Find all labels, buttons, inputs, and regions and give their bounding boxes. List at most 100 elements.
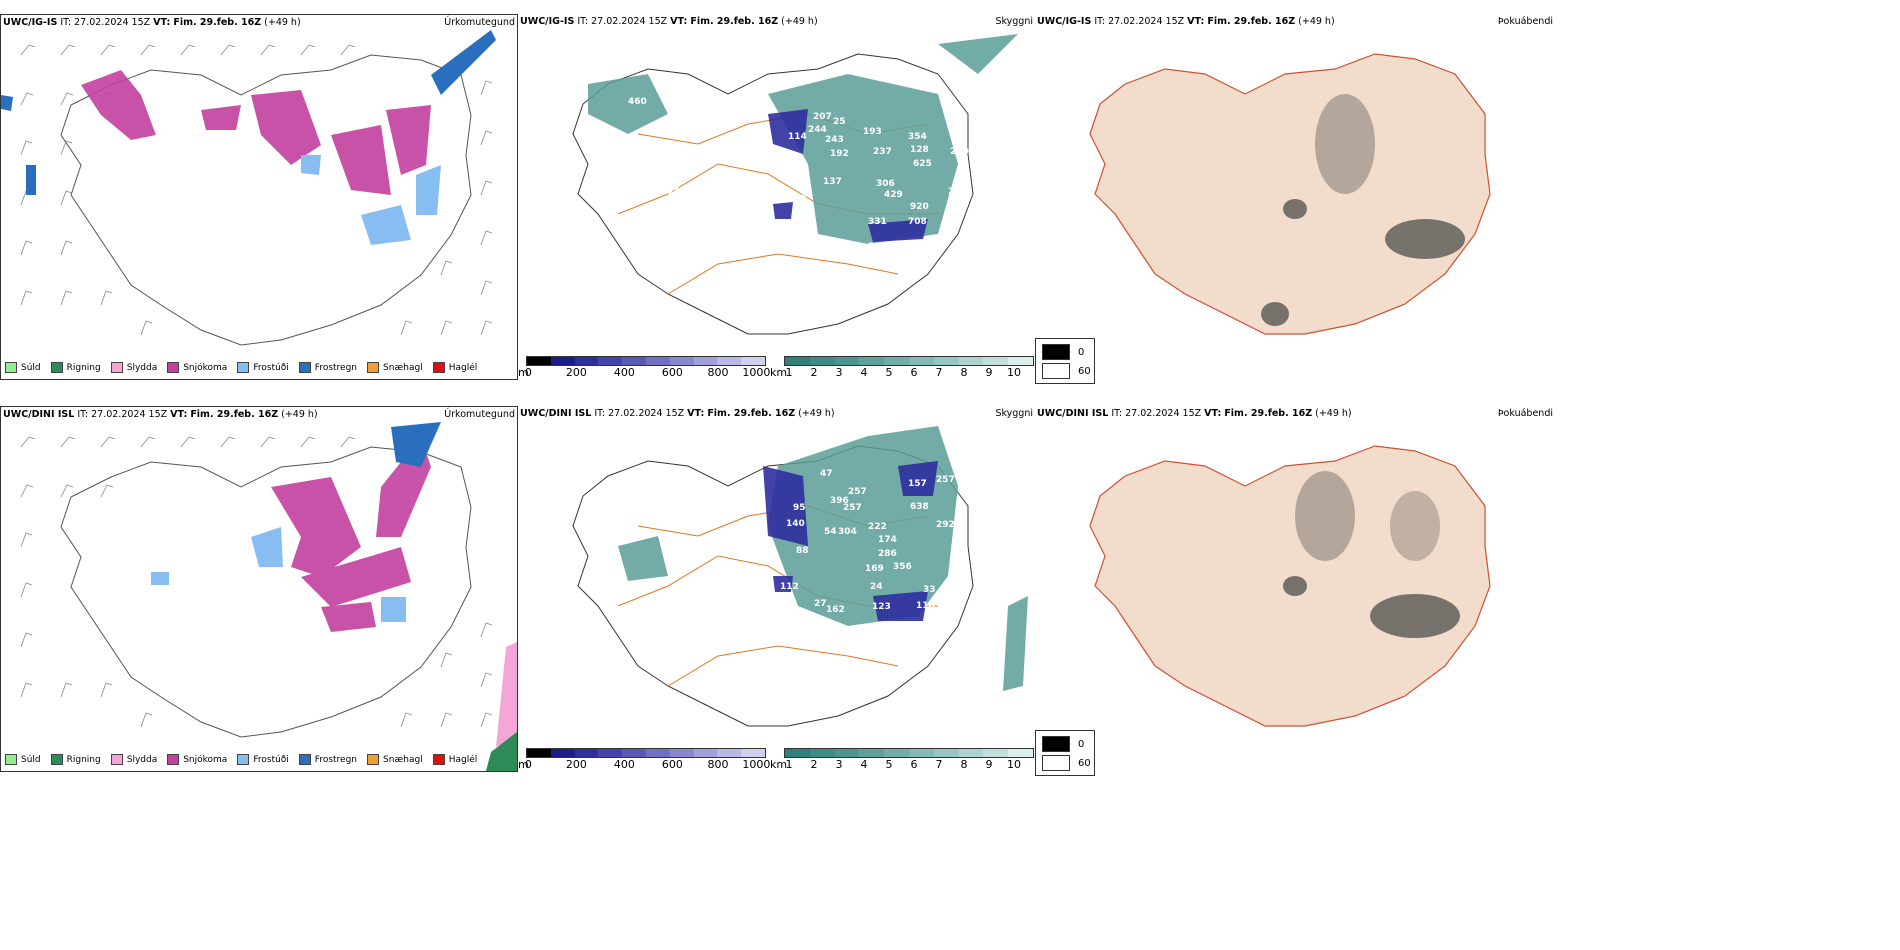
precip-panel-row1: UWC/IG-IS IT: 27.02.2024 15Z VT: Fim. 29…: [0, 14, 518, 380]
low-ceiling-areas: [763, 461, 938, 621]
visibility-value-label: 95: [793, 503, 806, 513]
precip-legend-row1: Súld Rigning Slydda Snjókoma Frostúði Fr…: [5, 362, 477, 373]
visibility-value-label: 54: [824, 527, 837, 537]
vis-bar: [784, 748, 1034, 758]
ceiling-bar: [526, 356, 766, 366]
visibility-value-label: 65: [586, 122, 599, 132]
low-ceiling-areas: [768, 109, 928, 242]
legend-item: Rigning: [50, 362, 101, 373]
legend-swatch: [167, 362, 180, 373]
visibility-value-label: 708: [908, 217, 927, 227]
freezing-drizzle-areas: [151, 527, 406, 622]
visibility-value-label: 286: [878, 549, 897, 559]
legend-item: Frostúði: [237, 362, 289, 373]
legend-item: Haglél: [432, 362, 477, 373]
legend-item: Rigning: [50, 754, 101, 765]
legend-item: Frostregn: [298, 754, 357, 765]
visibility-value-label: 169: [865, 564, 884, 574]
visibility-value-label: 140: [786, 519, 805, 529]
legend-swatch: [237, 754, 250, 765]
visibility-title-row2: UWC/DINI ISL IT: 27.02.2024 15Z VT: Fim.…: [520, 408, 835, 419]
ceiling-bar: [526, 748, 766, 758]
vis-colorbar-row1: 1 2 3 4 5 6 7 8 9 10: [784, 356, 1034, 379]
visibility-value-label: 429: [884, 190, 903, 200]
wind-barbs: [20, 436, 493, 728]
legend-swatch: [367, 362, 380, 373]
visibility-value-label: 162: [826, 605, 845, 615]
visibility-value-label: 920: [910, 202, 929, 212]
visibility-value-label: 128: [910, 145, 929, 155]
legend-swatch: [432, 754, 445, 765]
visibility-value-label: 257: [848, 487, 867, 497]
fog-legend-row1: 0 60: [1035, 338, 1095, 384]
fog-low-index: [1283, 471, 1460, 638]
precip-panel-row2: UWC/DINI ISL IT: 27.02.2024 15Z VT: Fim.…: [0, 406, 518, 772]
precip-panel-label-row1: Úrkomutegund: [444, 17, 515, 28]
freezing-rain-areas: [391, 422, 441, 467]
visibility-value-label: 15: [800, 190, 813, 200]
visibility-value-label: 237: [873, 147, 892, 157]
visibility-value-label: 13: [756, 319, 769, 329]
visibility-value-label: 193: [863, 127, 882, 137]
visibility-value-label: 25: [833, 117, 846, 127]
ceiling-colorbar-row2: 0 200 400 600 800 1000: [525, 748, 770, 771]
legend-swatch: [5, 362, 17, 373]
fog-panel-label-row2: Þokuábendi: [1497, 408, 1553, 419]
legend-item: Snæhagl: [367, 362, 423, 373]
visibility-value-label: 27: [814, 599, 827, 609]
visibility-value-label: 638: [910, 502, 929, 512]
precip-map-row2: [20, 422, 517, 771]
legend-item: Súld: [5, 362, 41, 373]
visibility-value-label: 228: [868, 242, 887, 252]
visibility-value-label: 200: [950, 147, 969, 157]
visibility-value-label: 356: [893, 562, 912, 572]
legend-swatch: [50, 362, 63, 373]
visibility-value-label: 460: [628, 97, 647, 107]
visibility-value-label: 331: [868, 217, 887, 227]
visibility-value-label: 157: [908, 479, 927, 489]
visibility-value-label: 306: [876, 179, 895, 189]
visibility-value-label: 123: [872, 602, 891, 612]
vis-colorbar-row2: 1 2 3 4 5 6 7 8 9 10: [784, 748, 1034, 771]
visibility-value-label: 244: [808, 125, 827, 135]
legend-item: Slydda: [110, 754, 157, 765]
ceiling-unit: m: [518, 758, 529, 771]
fog-low-index: [1261, 94, 1465, 326]
visibility-value-label: 292: [936, 520, 955, 530]
visibility-value-label: 222: [868, 522, 887, 532]
legend-swatch: [50, 754, 63, 765]
fog-panel-row2: UWC/DINI ISL IT: 27.02.2024 15Z VT: Fim.…: [1035, 406, 1555, 776]
visibility-value-label: 174: [878, 535, 897, 545]
visibility-panel-label-row2: Skyggni: [995, 408, 1033, 419]
legend-item: Frostregn: [298, 362, 357, 373]
visibility-panel-label-row1: Skyggni: [995, 16, 1033, 27]
legend-item: Slydda: [110, 362, 157, 373]
fog-map-row1: [1089, 53, 1491, 335]
visibility-value-label: 116: [916, 601, 935, 611]
visibility-value-label: 24: [870, 582, 883, 592]
snow-areas: [81, 70, 431, 195]
ceiling-colorbar-row1: 0 200 400 600 800 1000: [525, 356, 770, 379]
visibility-fog-areas: [588, 34, 1018, 244]
legend-item: Snæhagl: [367, 754, 423, 765]
visibility-value-label: 137: [823, 177, 842, 187]
wind-barbs: [20, 44, 493, 336]
precip-map-row1: [1, 30, 496, 346]
freezing-drizzle-areas: [301, 155, 441, 245]
fog-title-row2: UWC/DINI ISL IT: 27.02.2024 15Z VT: Fim.…: [1037, 408, 1352, 419]
visibility-value-label: 192: [830, 149, 849, 159]
legend-swatch: [298, 362, 311, 373]
legend-swatch: [432, 362, 445, 373]
visibility-title-row1: UWC/IG-IS IT: 27.02.2024 15Z VT: Fim. 29…: [520, 16, 818, 27]
visibility-value-label: 354: [908, 132, 927, 142]
visibility-value-label: 372: [850, 257, 869, 267]
visibility-value-label: 112: [780, 582, 799, 592]
legend-swatch: [110, 754, 123, 765]
visibility-value-label: 114: [788, 132, 807, 142]
sleet-rain-edge: [486, 642, 517, 771]
legend-swatch: [1042, 363, 1070, 379]
legend-swatch: [110, 362, 123, 373]
fog-map-row2: [1089, 445, 1491, 727]
legend-swatch: [1042, 755, 1070, 771]
